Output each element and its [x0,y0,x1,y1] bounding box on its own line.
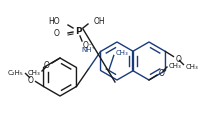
Text: CH₃: CH₃ [185,64,197,70]
Text: CH₃: CH₃ [27,69,40,75]
Text: O: O [28,75,33,84]
Text: O: O [54,29,60,38]
Text: O: O [158,69,164,78]
Text: C₂H₅: C₂H₅ [8,70,23,76]
Text: NH⁺: NH⁺ [81,47,95,53]
Text: O: O [175,55,180,63]
Text: O: O [44,61,50,70]
Text: CH₃: CH₃ [168,62,181,68]
Text: OH: OH [94,17,105,26]
Text: O⁻: O⁻ [83,41,92,50]
Text: P: P [74,27,81,36]
Text: CH₃: CH₃ [115,50,128,56]
Text: HO: HO [48,17,60,26]
